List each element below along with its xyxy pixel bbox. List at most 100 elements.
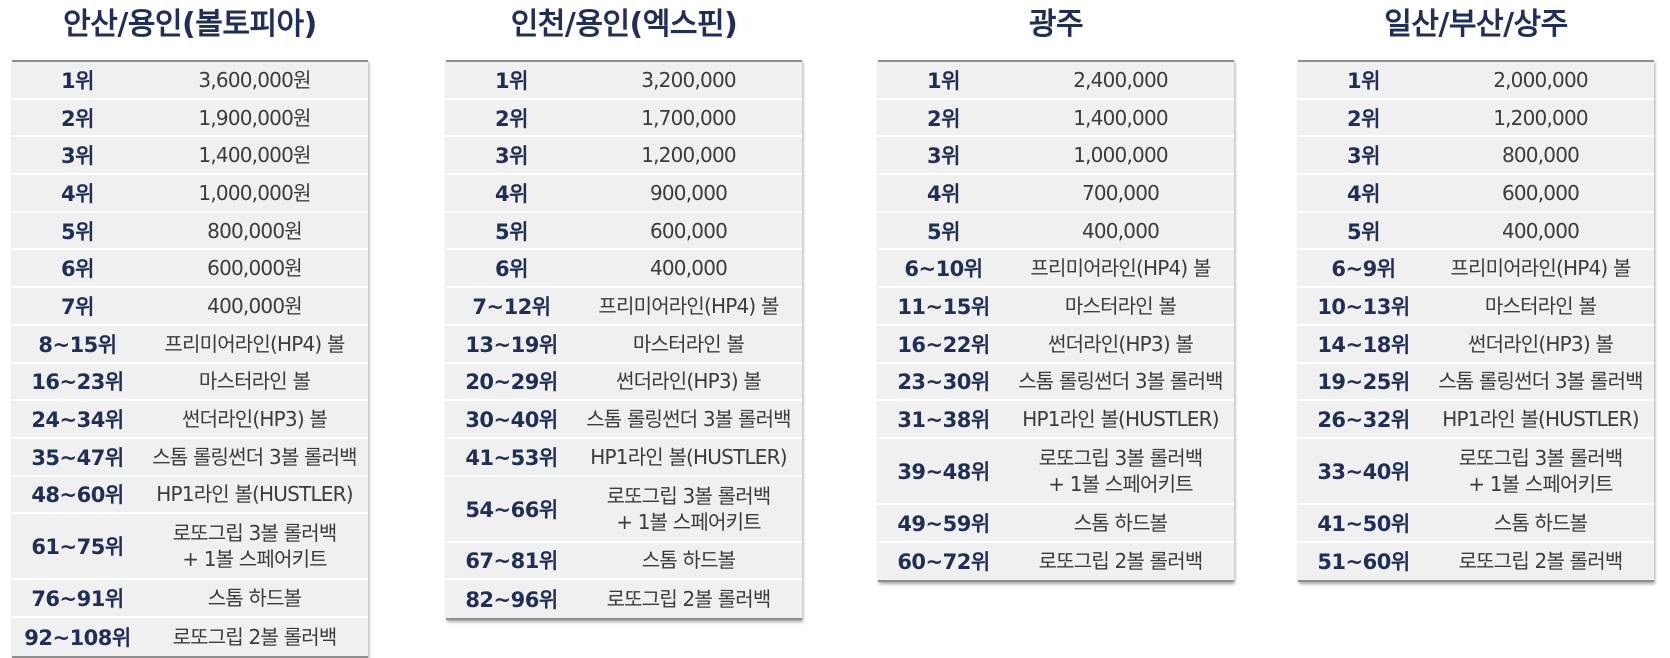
prize-cell: 1,400,000 bbox=[1073, 105, 1168, 130]
rank-cell: 4위 bbox=[927, 181, 960, 206]
prize-cell: 로또그립 2볼 롤러백 bbox=[1038, 549, 1204, 574]
table-row: 39~48위 로또그립 3볼 롤러백 + 1볼 스페어키트 bbox=[878, 439, 1234, 505]
prize-cell: 마스터라인 볼 bbox=[1484, 293, 1597, 318]
table-row: 41~50위 스톰 하드볼 bbox=[1298, 505, 1654, 543]
prize-cell: 로또그립 3볼 롤러백 + 1볼 스페어키트 bbox=[1038, 445, 1204, 496]
prize-cell: 3,600,000원 bbox=[198, 67, 311, 92]
rank-cell: 19~25위 bbox=[1317, 370, 1410, 395]
rank-cell: 30~40위 bbox=[465, 408, 558, 433]
rank-cell: 1위 bbox=[495, 68, 528, 93]
prize-cell: HP1라인 볼(HUSTLER) bbox=[1022, 407, 1219, 432]
rank-cell: 49~59위 bbox=[897, 511, 990, 536]
table-row: 60~72위 로또그립 2볼 롤러백 bbox=[878, 543, 1234, 581]
prize-cell: 1,000,000 bbox=[1073, 143, 1168, 168]
rank-cell: 1위 bbox=[927, 68, 960, 93]
table-row: 4위 700,000 bbox=[878, 175, 1234, 213]
table-row: 4위 1,000,000원 bbox=[12, 175, 368, 213]
rank-cell: 3위 bbox=[495, 144, 528, 169]
rank-cell: 16~23위 bbox=[31, 370, 124, 395]
table-row: 2위 1,900,000원 bbox=[12, 100, 368, 138]
prize-table: 1위 2,000,000 2위 1,200,000 3위 800,000 4위 600,000… bbox=[1298, 60, 1654, 583]
rank-cell: 5위 bbox=[1347, 219, 1380, 244]
rank-cell: 8~15위 bbox=[38, 332, 117, 357]
table-row: 6위 400,000 bbox=[446, 250, 802, 289]
prize-cell: 프리미어라인(HP4) 볼 bbox=[164, 331, 345, 356]
prize-cell: 마스터라인 볼 bbox=[632, 331, 745, 356]
prize-cell: HP1라인 볼(HUSTLER) bbox=[156, 482, 353, 507]
rank-cell: 92~108위 bbox=[24, 625, 131, 650]
table-row: 24~34위 썬더라인(HP3) 볼 bbox=[12, 401, 368, 439]
prize-cell: 로또그립 2볼 롤러백 bbox=[172, 624, 338, 649]
rank-cell: 6위 bbox=[495, 257, 528, 282]
prize-cell: 700,000 bbox=[1081, 180, 1160, 205]
table-row: 23~30위 스톰 롤링썬더 3볼 롤러백 bbox=[878, 364, 1234, 402]
table-row: 14~18위 썬더라인(HP3) 볼 bbox=[1298, 326, 1654, 364]
table-row: 20~29위 썬더라인(HP3) 볼 bbox=[446, 364, 802, 402]
prize-cell: 2,000,000 bbox=[1493, 67, 1588, 92]
table-row: 82~96위 로또그립 2볼 롤러백 bbox=[446, 580, 802, 618]
rank-cell: 6~10위 bbox=[904, 257, 983, 282]
prize-cell: 썬더라인(HP3) 볼 bbox=[182, 407, 328, 432]
table-row: 16~22위 썬더라인(HP3) 볼 bbox=[878, 326, 1234, 364]
table-row: 41~53위 HP1라인 볼(HUSTLER) bbox=[446, 439, 802, 477]
rank-cell: 6위 bbox=[61, 257, 94, 282]
prize-cell: 400,000 bbox=[1501, 218, 1580, 243]
rank-cell: 20~29위 bbox=[465, 370, 558, 395]
table-row: 61~75위 로또그립 3볼 롤러백 + 1볼 스페어키트 bbox=[12, 514, 368, 581]
prize-cell: 600,000원 bbox=[207, 256, 303, 281]
table-row: 26~32위 HP1라인 볼(HUSTLER) bbox=[1298, 401, 1654, 439]
table-row: 4위 600,000 bbox=[1298, 175, 1654, 213]
rank-cell: 35~47위 bbox=[31, 445, 124, 470]
rank-cell: 4위 bbox=[495, 181, 528, 206]
prize-cell: 스톰 롤링썬더 3볼 롤러백 bbox=[586, 407, 791, 432]
table-row: 30~40위 스톰 롤링썬더 3볼 롤러백 bbox=[446, 401, 802, 439]
table-row: 92~108위 로또그립 2볼 롤러백 bbox=[12, 618, 368, 656]
rank-cell: 11~15위 bbox=[897, 294, 990, 319]
table-row: 2위 1,700,000 bbox=[446, 100, 802, 138]
table-row: 5위 400,000 bbox=[1298, 213, 1654, 251]
rank-cell: 3위 bbox=[927, 144, 960, 169]
prize-cell: 400,000원 bbox=[207, 293, 303, 318]
prize-cell: 스톰 롤링썬더 3볼 롤러백 bbox=[1438, 369, 1643, 394]
rank-cell: 4위 bbox=[61, 181, 94, 206]
prize-cell: 900,000 bbox=[649, 180, 728, 205]
prize-cell: 프리미어라인(HP4) 볼 bbox=[598, 293, 779, 318]
rank-cell: 1위 bbox=[1347, 68, 1380, 93]
prize-cell: 스톰 하드볼 bbox=[207, 586, 302, 611]
prize-cell: 마스터라인 볼 bbox=[198, 369, 311, 394]
table-row: 1위 3,600,000원 bbox=[12, 62, 368, 100]
prize-cell: 1,700,000 bbox=[641, 105, 736, 130]
table-row: 16~23위 마스터라인 볼 bbox=[12, 364, 368, 402]
prize-cell: 1,400,000원 bbox=[198, 143, 311, 168]
prize-cell: 1,200,000 bbox=[641, 143, 736, 168]
prize-cell: 로또그립 2볼 롤러백 bbox=[606, 587, 772, 612]
table-row: 3위 1,400,000원 bbox=[12, 137, 368, 176]
table-row: 54~66위 로또그립 3볼 롤러백 + 1볼 스페어키트 bbox=[446, 477, 802, 543]
rank-cell: 6~9위 bbox=[1331, 257, 1396, 282]
rank-cell: 5위 bbox=[495, 219, 528, 244]
prize-cell: 로또그립 2볼 롤러백 bbox=[1458, 549, 1624, 574]
table-row: 6~10위 프리미어라인(HP4) 볼 bbox=[878, 250, 1234, 289]
rank-cell: 7위 bbox=[61, 294, 94, 319]
rank-cell: 5위 bbox=[927, 219, 960, 244]
table-row: 7위 400,000원 bbox=[12, 288, 368, 326]
rank-cell: 3위 bbox=[61, 144, 94, 169]
rank-cell: 41~53위 bbox=[465, 445, 558, 470]
rank-cell: 5위 bbox=[61, 219, 94, 244]
prize-table: 1위 3,200,000 2위 1,700,000 3위 1,200,000 4위 900,0… bbox=[446, 60, 802, 620]
rank-cell: 2위 bbox=[1347, 106, 1380, 131]
rank-cell: 23~30위 bbox=[897, 370, 990, 395]
table-row: 7~12위 프리미어라인(HP4) 볼 bbox=[446, 288, 802, 326]
table-row: 67~81위 스톰 하드볼 bbox=[446, 543, 802, 581]
rank-cell: 10~13위 bbox=[1317, 294, 1410, 319]
table-row: 35~47위 스톰 롤링썬더 3볼 롤러백 bbox=[12, 439, 368, 477]
table-title: 안산/용인(볼토피아) bbox=[63, 7, 317, 42]
prize-cell: 3,200,000 bbox=[641, 67, 736, 92]
rank-cell: 76~91위 bbox=[31, 587, 124, 612]
rank-cell: 48~60위 bbox=[31, 483, 124, 508]
rank-cell: 14~18위 bbox=[1317, 332, 1410, 357]
table-row: 6위 600,000원 bbox=[12, 250, 368, 289]
rank-cell: 24~34위 bbox=[31, 408, 124, 433]
table-row: 11~15위 마스터라인 볼 bbox=[878, 288, 1234, 326]
prize-cell: 썬더라인(HP3) 볼 bbox=[616, 369, 762, 394]
